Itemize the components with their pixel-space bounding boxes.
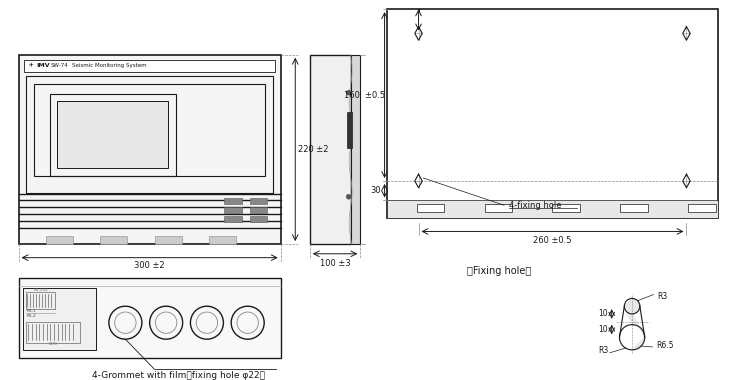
Bar <box>485 204 512 212</box>
Bar <box>388 200 718 218</box>
Text: RS-232: RS-232 <box>33 288 48 292</box>
Bar <box>688 204 716 212</box>
Bar <box>224 207 242 213</box>
Bar <box>18 55 280 244</box>
Text: SW-74: SW-74 <box>50 63 68 68</box>
Text: 10: 10 <box>598 309 608 318</box>
Bar <box>58 101 168 168</box>
Text: Seismic Monitoring System: Seismic Monitoring System <box>72 63 147 68</box>
Text: 260 ±0.5: 260 ±0.5 <box>534 236 572 245</box>
Polygon shape <box>625 298 645 350</box>
Bar <box>18 278 280 358</box>
Bar <box>50 93 176 176</box>
Bar <box>417 204 444 212</box>
Circle shape <box>346 194 351 199</box>
Bar <box>249 198 267 204</box>
Bar <box>620 204 648 212</box>
Bar <box>209 236 236 244</box>
Bar <box>27 76 273 193</box>
Bar <box>155 236 182 244</box>
Bar <box>27 322 80 343</box>
Text: DI/O: DI/O <box>48 342 57 346</box>
Bar <box>24 60 275 72</box>
Text: R3: R3 <box>657 292 667 301</box>
Text: 100 ±3: 100 ±3 <box>320 259 350 268</box>
Text: 160  ±0.5: 160 ±0.5 <box>344 90 385 100</box>
Bar <box>388 9 718 218</box>
Bar <box>249 216 267 222</box>
Text: 【Fixing hole】: 【Fixing hole】 <box>467 266 531 276</box>
Text: 300 ±2: 300 ±2 <box>135 261 165 270</box>
Bar <box>310 55 351 244</box>
Bar <box>351 55 360 244</box>
Bar <box>224 198 242 204</box>
Bar <box>224 216 242 222</box>
Text: 4-Grommet with film（fixing hole φ22）: 4-Grommet with film（fixing hole φ22） <box>92 370 265 380</box>
Text: RS-1: RS-1 <box>27 309 36 313</box>
Bar <box>46 236 73 244</box>
Bar <box>100 236 127 244</box>
Text: R3: R3 <box>598 346 608 355</box>
Text: RS-2: RS-2 <box>27 314 36 318</box>
Bar <box>347 112 352 149</box>
Text: 30: 30 <box>370 186 380 195</box>
Circle shape <box>346 90 351 95</box>
Text: IMV: IMV <box>36 63 50 68</box>
Bar <box>249 207 267 213</box>
Text: R6.5: R6.5 <box>656 340 674 350</box>
Text: 220 ±2: 220 ±2 <box>298 145 329 154</box>
Bar <box>24 288 96 350</box>
Text: ✈: ✈ <box>28 63 33 68</box>
Bar <box>27 291 56 309</box>
Bar <box>553 204 579 212</box>
Text: 4-fixing hole: 4-fixing hole <box>509 201 562 210</box>
Text: 10: 10 <box>598 325 608 334</box>
Bar <box>34 84 265 176</box>
